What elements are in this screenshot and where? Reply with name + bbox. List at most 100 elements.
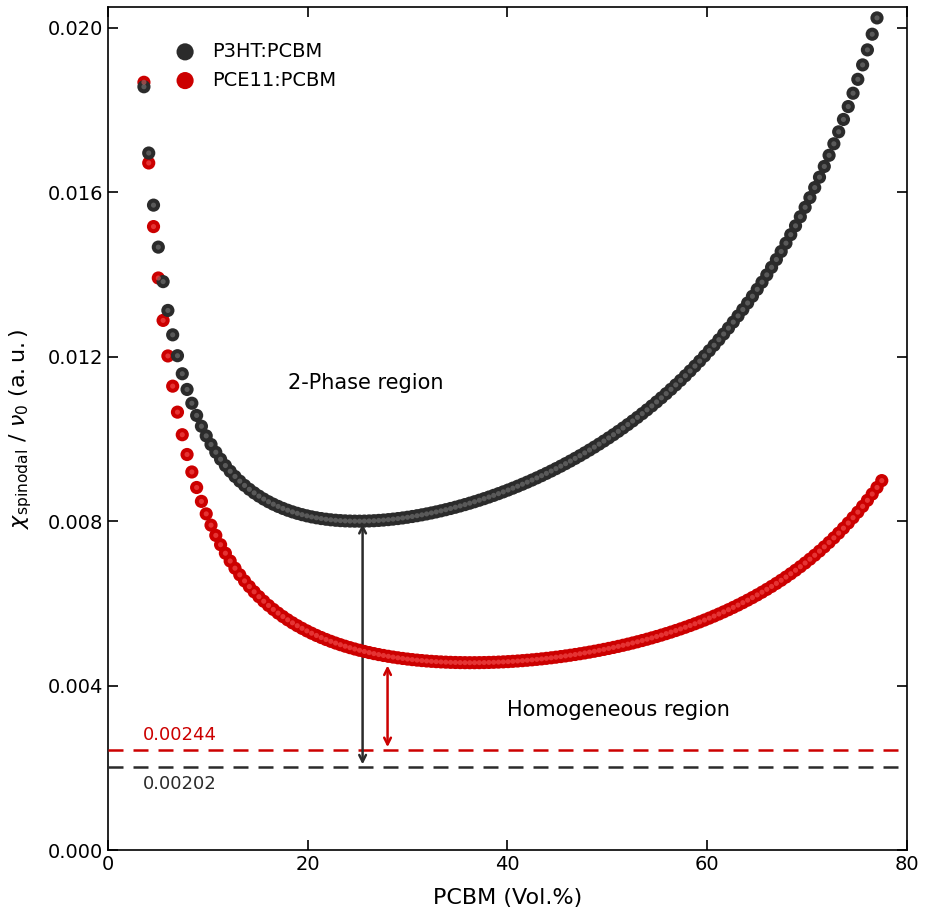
P3HT:PCBM <box>548 461 563 476</box>
Point <box>611 639 626 653</box>
Point <box>845 86 860 101</box>
P3HT:PCBM <box>616 421 631 436</box>
PCE11:PCBM <box>285 616 300 630</box>
Point <box>865 487 880 501</box>
Point <box>204 518 219 533</box>
Point <box>151 271 166 285</box>
PCE11:PCBM <box>223 554 238 568</box>
Point <box>275 609 290 624</box>
Point <box>735 302 750 317</box>
Point <box>252 589 267 604</box>
PCE11:PCBM <box>515 653 530 668</box>
P3HT:PCBM <box>635 406 650 421</box>
Point <box>711 607 726 621</box>
Point <box>515 653 530 668</box>
PCE11:PCBM <box>199 507 214 522</box>
Point <box>620 637 635 651</box>
Point <box>832 526 846 541</box>
P3HT:PCBM <box>208 445 223 459</box>
Point <box>285 616 300 630</box>
P3HT:PCBM <box>405 509 419 523</box>
Point <box>208 528 223 543</box>
PCE11:PCBM <box>170 404 185 419</box>
PCE11:PCBM <box>658 626 673 640</box>
PCE11:PCBM <box>333 638 348 652</box>
Point <box>218 458 232 473</box>
Point <box>817 159 832 174</box>
Point <box>807 548 822 563</box>
P3HT:PCBM <box>510 479 525 493</box>
Point <box>381 512 395 527</box>
Point <box>184 465 199 479</box>
P3HT:PCBM <box>160 303 175 318</box>
Point <box>654 391 669 405</box>
P3HT:PCBM <box>856 58 870 72</box>
Point <box>338 639 353 653</box>
Point <box>769 253 783 267</box>
PCE11:PCBM <box>654 628 669 642</box>
Point <box>856 499 870 513</box>
Point <box>539 466 554 480</box>
Point <box>587 644 602 659</box>
P3HT:PCBM <box>717 327 732 341</box>
PCE11:PCBM <box>630 634 644 649</box>
Point <box>385 511 400 526</box>
Point <box>448 655 463 670</box>
P3HT:PCBM <box>467 494 482 509</box>
Point <box>563 648 578 662</box>
P3HT:PCBM <box>807 180 822 195</box>
PCE11:PCBM <box>175 427 190 442</box>
Point <box>697 349 712 363</box>
PCE11:PCBM <box>850 505 865 520</box>
P3HT:PCBM <box>146 198 161 212</box>
P3HT:PCBM <box>305 510 319 524</box>
Point <box>290 506 305 521</box>
Point <box>664 625 679 640</box>
Point <box>281 503 295 518</box>
Point <box>745 590 760 605</box>
Point <box>367 513 382 528</box>
Point <box>620 417 635 432</box>
Point <box>352 643 367 658</box>
PCE11:PCBM <box>717 605 732 619</box>
PCE11:PCBM <box>587 644 602 659</box>
P3HT:PCBM <box>424 506 439 521</box>
PCE11:PCBM <box>731 597 745 612</box>
PCE11:PCBM <box>160 349 175 363</box>
Point <box>391 651 406 665</box>
Point <box>711 332 726 347</box>
PCE11:PCBM <box>865 487 880 501</box>
P3HT:PCBM <box>136 80 151 94</box>
P3HT:PCBM <box>347 514 362 529</box>
PCE11:PCBM <box>151 271 166 285</box>
Point <box>717 327 732 341</box>
Point <box>381 649 395 663</box>
PCE11:PCBM <box>180 447 194 462</box>
P3HT:PCBM <box>175 366 190 381</box>
P3HT:PCBM <box>812 170 827 185</box>
P3HT:PCBM <box>281 503 295 518</box>
PCE11:PCBM <box>769 576 783 591</box>
Point <box>170 404 185 419</box>
Point <box>803 552 818 566</box>
P3HT:PCBM <box>371 513 386 528</box>
PCE11:PCBM <box>640 632 655 647</box>
PCE11:PCBM <box>870 480 884 495</box>
P3HT:PCBM <box>319 511 333 526</box>
Point <box>606 640 620 655</box>
Point <box>257 491 271 506</box>
PCE11:PCBM <box>616 638 631 652</box>
PCE11:PCBM <box>400 651 415 666</box>
PCE11:PCBM <box>807 548 822 563</box>
Point <box>319 632 333 647</box>
P3HT:PCBM <box>453 499 468 513</box>
Point <box>352 514 367 529</box>
P3HT:PCBM <box>204 437 219 452</box>
PCE11:PCBM <box>745 590 760 605</box>
P3HT:PCBM <box>357 513 371 528</box>
Point <box>290 619 305 633</box>
Point <box>596 642 611 657</box>
PCE11:PCBM <box>347 641 362 656</box>
Point <box>750 587 765 602</box>
Point <box>821 535 836 550</box>
